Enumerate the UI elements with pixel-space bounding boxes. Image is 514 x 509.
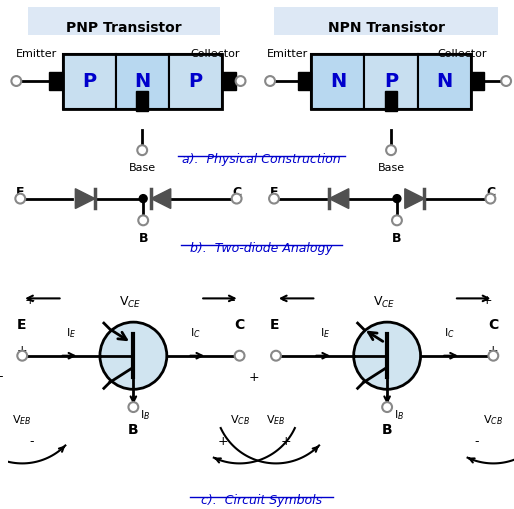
Polygon shape (151, 189, 171, 209)
Text: V$_{CE}$: V$_{CE}$ (119, 294, 141, 309)
Text: +: + (17, 344, 28, 357)
Text: P: P (384, 72, 398, 91)
Text: Emitter: Emitter (16, 49, 58, 60)
Bar (28, 7, 220, 35)
Text: I$_E$: I$_E$ (320, 326, 331, 340)
Text: C: C (486, 186, 495, 199)
Circle shape (265, 76, 275, 86)
Text: I$_B$: I$_B$ (140, 408, 151, 422)
Text: PNP Transistor: PNP Transistor (66, 21, 181, 35)
Circle shape (235, 351, 245, 361)
Circle shape (17, 351, 27, 361)
Text: +: + (25, 294, 35, 307)
Text: -: - (474, 435, 479, 448)
Circle shape (128, 402, 138, 412)
Bar (169, 54, 222, 109)
Bar (298, 72, 311, 90)
Text: -: - (282, 294, 286, 307)
Polygon shape (76, 189, 95, 209)
Text: +: + (249, 371, 260, 383)
Text: V$_{EB}$: V$_{EB}$ (12, 413, 32, 427)
Text: Base: Base (377, 163, 405, 173)
Text: E: E (16, 318, 26, 332)
Circle shape (382, 402, 392, 412)
Circle shape (11, 76, 21, 86)
Text: C: C (233, 186, 242, 199)
Circle shape (393, 194, 401, 203)
Circle shape (501, 76, 511, 86)
Text: V$_{CB}$: V$_{CB}$ (483, 413, 503, 427)
Bar (63, 54, 222, 109)
Text: +: + (217, 435, 228, 448)
Text: -: - (0, 371, 3, 383)
Circle shape (235, 76, 246, 86)
Text: B: B (382, 423, 392, 437)
Bar (116, 54, 169, 109)
Text: E: E (270, 186, 279, 199)
Text: b).  Two-diode Analogy: b). Two-diode Analogy (190, 242, 333, 255)
Text: NPN Transistor: NPN Transistor (327, 21, 445, 35)
Text: -: - (274, 344, 278, 357)
Text: Collector: Collector (437, 49, 487, 60)
Bar (385, 91, 397, 110)
Circle shape (354, 322, 420, 389)
Circle shape (269, 193, 279, 204)
Circle shape (137, 145, 147, 155)
Circle shape (392, 215, 402, 225)
Circle shape (15, 193, 25, 204)
Polygon shape (329, 189, 349, 209)
Bar (63, 54, 116, 109)
Circle shape (138, 215, 148, 225)
Text: C: C (235, 318, 245, 332)
Text: c).  Circuit Symbols: c). Circuit Symbols (200, 494, 322, 507)
Bar (471, 72, 485, 90)
Text: -: - (237, 344, 242, 357)
Text: I$_C$: I$_C$ (444, 326, 454, 340)
Circle shape (232, 193, 242, 204)
Circle shape (488, 351, 498, 361)
Text: +: + (481, 294, 492, 307)
Text: +: + (281, 435, 291, 448)
Text: I$_B$: I$_B$ (394, 408, 404, 422)
Text: a).  Physical Construction: a). Physical Construction (182, 153, 341, 166)
Bar (222, 72, 235, 90)
Text: C: C (488, 318, 499, 332)
Circle shape (139, 194, 147, 203)
Text: -: - (30, 435, 34, 448)
Text: P: P (82, 72, 96, 91)
Bar (49, 72, 63, 90)
Text: B: B (138, 232, 148, 245)
Circle shape (486, 193, 495, 204)
Text: +: + (488, 344, 499, 357)
Text: Emitter: Emitter (267, 49, 308, 60)
Text: V$_{EB}$: V$_{EB}$ (266, 413, 286, 427)
Polygon shape (405, 189, 425, 209)
Text: E: E (270, 318, 280, 332)
Bar (311, 54, 364, 109)
Text: I$_E$: I$_E$ (66, 326, 77, 340)
Circle shape (386, 145, 396, 155)
Bar (274, 7, 498, 35)
Bar (136, 91, 148, 110)
Bar (364, 54, 417, 109)
Text: V$_{CB}$: V$_{CB}$ (230, 413, 250, 427)
Text: E: E (16, 186, 25, 199)
Text: B: B (128, 423, 139, 437)
Text: -: - (230, 294, 235, 307)
Text: Base: Base (128, 163, 156, 173)
Circle shape (100, 322, 167, 389)
Circle shape (271, 351, 281, 361)
Text: N: N (436, 72, 452, 91)
Text: N: N (134, 72, 150, 91)
Text: I$_C$: I$_C$ (190, 326, 200, 340)
Bar (417, 54, 471, 109)
Text: B: B (392, 232, 402, 245)
Text: Collector: Collector (190, 49, 240, 60)
Text: P: P (188, 72, 203, 91)
Text: V$_{CE}$: V$_{CE}$ (373, 294, 395, 309)
Text: N: N (330, 72, 346, 91)
Bar (311, 54, 471, 109)
